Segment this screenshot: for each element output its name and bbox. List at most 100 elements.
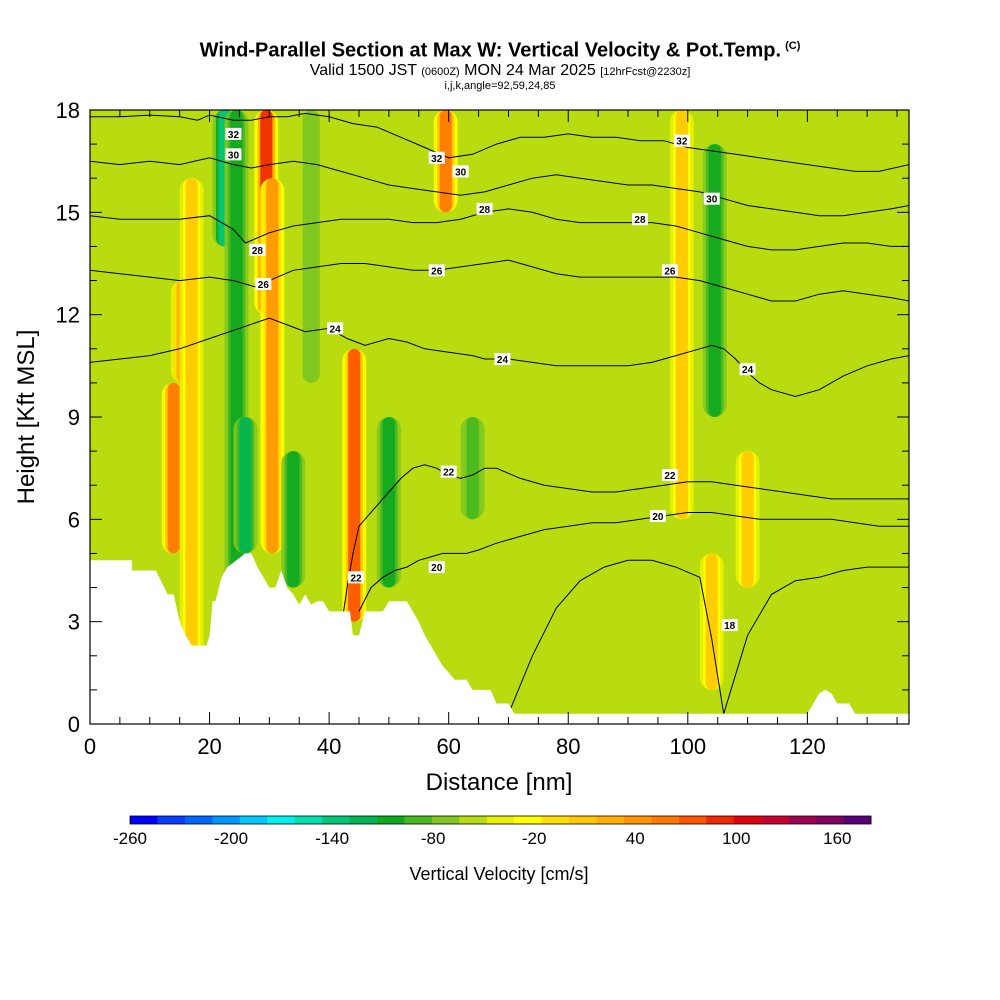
colorbar-swatch <box>541 816 570 824</box>
subtitle-valid: Valid 1500 JST <box>309 61 417 79</box>
index-line: i,j,k,angle=92,59,24,85 <box>444 79 556 92</box>
colorbar-frame <box>129 815 872 825</box>
colorbar-swatch <box>459 816 488 824</box>
colorbar-tick-label: 100 <box>722 829 750 848</box>
contour-label: 18 <box>724 621 736 632</box>
colorbar: -260 -200 -140 -80 -20 40 100 160 <box>113 815 872 848</box>
colorbar-swatch <box>678 816 707 824</box>
contour-label: 20 <box>431 563 443 574</box>
title-block: Wind-Parallel Section at Max W: Vertical… <box>0 34 1000 92</box>
y-tick-label: 15 <box>56 200 80 225</box>
colorbar-swatch <box>157 816 186 824</box>
contour-label-bg <box>440 465 457 478</box>
contour-line-26 <box>90 259 909 302</box>
contour-label: 20 <box>652 512 664 523</box>
contour-label: 28 <box>634 215 646 226</box>
velocity-cell <box>382 417 396 588</box>
y-tick-label: 3 <box>68 610 80 635</box>
y-tick-label: 18 <box>56 98 80 123</box>
chart-subtitle: Valid 1500 JST (0600Z) MON 24 Mar 2025 [… <box>0 61 1000 80</box>
contour-label: 22 <box>350 573 362 584</box>
contour-label-bg <box>631 213 648 226</box>
colorbar-swatch <box>184 816 213 824</box>
contour-line-22 <box>340 464 909 629</box>
terrain-mask <box>90 553 909 724</box>
contour-line-32 <box>90 112 909 172</box>
velocity-cell <box>305 110 318 383</box>
axes: 0 20 40 60 80 100 120 0 3 6 9 12 15 18 <box>56 98 909 759</box>
colorbar-swatch <box>706 816 735 824</box>
colorbar-tick-label: 160 <box>823 829 851 848</box>
x-tick-label: 60 <box>436 734 460 759</box>
contour-label-bg <box>327 322 344 335</box>
colorbar-swatch <box>788 816 817 824</box>
x-tick-label: 40 <box>317 734 341 759</box>
x-tick-label: 80 <box>556 734 580 759</box>
contour-label: 22 <box>664 471 676 482</box>
colorbar-swatch <box>761 816 790 824</box>
contour-labels: 32 30 28 26 24 32 30 28 26 24 22 20 22 32 30 28 26 24 22 20… <box>225 127 756 632</box>
terrain-area <box>90 553 909 724</box>
colorbar-tick-label: -20 <box>522 829 547 848</box>
velocity-cell <box>705 553 718 690</box>
velocity-cell <box>708 144 721 417</box>
contour-line-30 <box>90 157 909 217</box>
colorbar-swatch <box>843 816 872 824</box>
colorbar-swatch <box>816 816 844 824</box>
contour-label: 30 <box>706 195 718 206</box>
colorbar-swatch <box>404 816 433 824</box>
colorbar-swatch <box>596 816 625 824</box>
contour-label-bg <box>649 509 666 522</box>
contour-label-bg <box>703 192 720 205</box>
velocity-cell <box>466 417 479 520</box>
contour-label: 32 <box>228 130 240 141</box>
x-axis-label: Distance [nm] <box>426 769 573 796</box>
contour-label-bg <box>452 165 469 178</box>
colorbar-swatch <box>212 816 241 824</box>
contour-label-bg <box>255 277 272 290</box>
velocity-cell <box>348 348 361 622</box>
colorbar-swatch <box>569 816 597 824</box>
contour-label-bg <box>225 148 242 161</box>
copyright-mark: (C) <box>785 40 801 52</box>
contour-label: 24 <box>742 365 754 376</box>
x-tick-label: 0 <box>84 734 96 759</box>
contour-line-24 <box>90 317 909 398</box>
colorbar-tick-label: -200 <box>214 829 248 848</box>
subtitle-fcst: [12hrFcst@2230z] <box>600 65 691 78</box>
colorbar-swatch <box>651 816 680 824</box>
x-tick-label: 120 <box>789 734 826 759</box>
colorbar-swatch <box>239 816 268 824</box>
contour-label: 24 <box>497 355 509 366</box>
contour-label: 32 <box>676 137 688 148</box>
colorbar-tick-label: -260 <box>113 829 147 848</box>
x-tick-label: 100 <box>669 734 706 759</box>
y-tick-label: 12 <box>56 303 80 328</box>
colorbar-tick-label: -80 <box>421 829 446 848</box>
contour-label-bg <box>428 264 445 277</box>
contour-label: 30 <box>455 167 467 178</box>
contour-label-bg <box>494 353 511 366</box>
y-tick-label: 9 <box>68 405 80 430</box>
velocity-cell <box>439 110 452 213</box>
contour-label: 26 <box>258 280 270 291</box>
chart-title-text: Wind-Parallel Section at Max W: Vertical… <box>199 39 782 62</box>
contour-label: 30 <box>228 150 240 161</box>
y-tick-label: 6 <box>68 507 80 532</box>
colorbar-swatch <box>349 816 378 824</box>
velocity-cell <box>741 451 754 588</box>
colorbar-label: Vertical Velocity [cm/s] <box>409 864 588 884</box>
colorbar-swatch <box>431 816 460 824</box>
colorbar-swatch <box>322 816 350 824</box>
contour-label-bg <box>661 264 678 277</box>
contour-label: 24 <box>330 324 342 335</box>
contour-label: 32 <box>431 154 443 165</box>
potential-temperature-contours <box>90 112 909 714</box>
colorbar-swatch <box>733 816 762 824</box>
subtitle-date: MON 24 Mar 2025 <box>464 61 596 79</box>
y-tick-label: 0 <box>68 712 80 737</box>
colorbar-swatch <box>294 816 323 824</box>
contour-label: 26 <box>664 266 676 277</box>
contour-label: 28 <box>479 205 491 216</box>
